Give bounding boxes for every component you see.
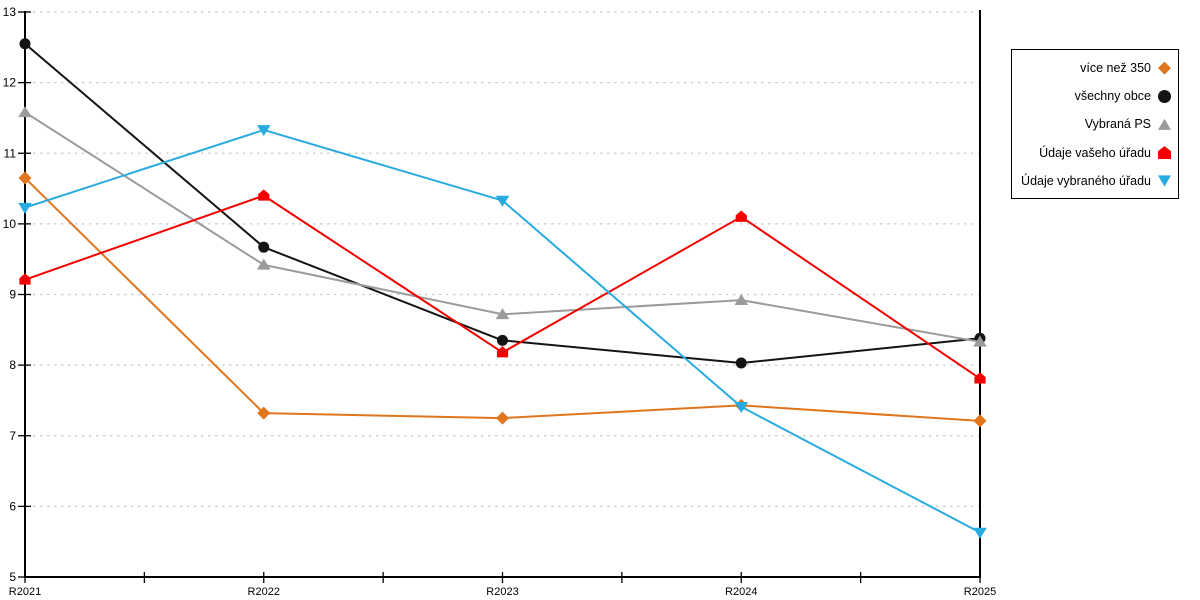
x-tick-label: R2023 bbox=[486, 586, 518, 598]
y-tick-label: 11 bbox=[4, 146, 17, 160]
data-point-diamond bbox=[18, 171, 32, 185]
data-point-triangle-down bbox=[256, 125, 271, 137]
legend-label: Údaje vybraného úřadu bbox=[1021, 173, 1151, 188]
data-point-triangle-up bbox=[495, 308, 510, 320]
y-tick-label: 12 bbox=[3, 76, 17, 90]
data-point-pentagon bbox=[974, 372, 986, 384]
legend-item-udaje-vybraneho-uradu: Údaje vybraného úřadu bbox=[1012, 167, 1178, 195]
data-point-pentagon bbox=[735, 210, 747, 222]
legend-item-vybrana-ps: Vybraná PS bbox=[1012, 110, 1178, 138]
triangle-down-icon bbox=[1158, 175, 1171, 187]
x-tick-label: R2025 bbox=[964, 586, 996, 598]
data-point-triangle-up bbox=[18, 106, 32, 118]
data-point-triangle-down bbox=[18, 202, 32, 214]
pentagon-icon bbox=[1158, 146, 1171, 160]
data-point-diamond bbox=[973, 414, 987, 428]
data-point-circle bbox=[497, 334, 508, 346]
legend-item-vsechny-obce: všechny obce bbox=[1012, 82, 1178, 110]
y-tick-label: 7 bbox=[9, 429, 16, 443]
triangle-up-icon bbox=[1158, 118, 1171, 130]
data-point-diamond bbox=[257, 406, 271, 420]
data-point-circle bbox=[258, 241, 270, 253]
legend-label: více než 350 bbox=[1080, 61, 1151, 76]
diamond-icon bbox=[1158, 61, 1171, 75]
data-point-triangle-up bbox=[256, 258, 271, 270]
data-point-circle bbox=[19, 38, 31, 50]
legend-label: všechny obce bbox=[1074, 89, 1151, 104]
data-point-triangle-down bbox=[973, 527, 987, 539]
legend: více než 350 všechny obce Vybraná PS Úda… bbox=[1011, 49, 1179, 199]
data-point-pentagon bbox=[258, 189, 270, 201]
legend-label: Vybraná PS bbox=[1084, 117, 1151, 132]
data-point-triangle-up bbox=[734, 293, 749, 305]
data-point-triangle-up bbox=[973, 335, 987, 347]
x-tick-label: R2024 bbox=[725, 586, 757, 598]
legend-item-vice-nez-350: více než 350 bbox=[1012, 54, 1178, 82]
circle-icon bbox=[1158, 89, 1171, 103]
y-tick-label: 5 bbox=[9, 570, 16, 584]
y-tick-label: 8 bbox=[9, 358, 16, 372]
data-point-triangle-down bbox=[495, 195, 510, 207]
y-tick-label: 9 bbox=[9, 288, 16, 302]
data-point-diamond bbox=[496, 411, 509, 425]
data-point-pentagon bbox=[496, 346, 509, 358]
data-point-triangle-down bbox=[734, 401, 749, 413]
series-line bbox=[24, 111, 981, 343]
series-line bbox=[24, 177, 981, 422]
x-tick-label: R2021 bbox=[9, 586, 41, 598]
y-tick-label: 6 bbox=[9, 499, 16, 513]
y-tick-label: 13 bbox=[3, 5, 17, 19]
series-line bbox=[24, 128, 981, 534]
legend-item-udaje-vaseho-uradu: Údaje vašeho úřadu bbox=[1012, 139, 1178, 167]
y-tick-label: 10 bbox=[3, 217, 17, 231]
data-point-circle bbox=[735, 357, 747, 369]
legend-label: Údaje vašeho úřadu bbox=[1039, 145, 1151, 160]
x-tick-label: R2022 bbox=[248, 586, 280, 598]
data-point-pentagon bbox=[19, 273, 31, 285]
